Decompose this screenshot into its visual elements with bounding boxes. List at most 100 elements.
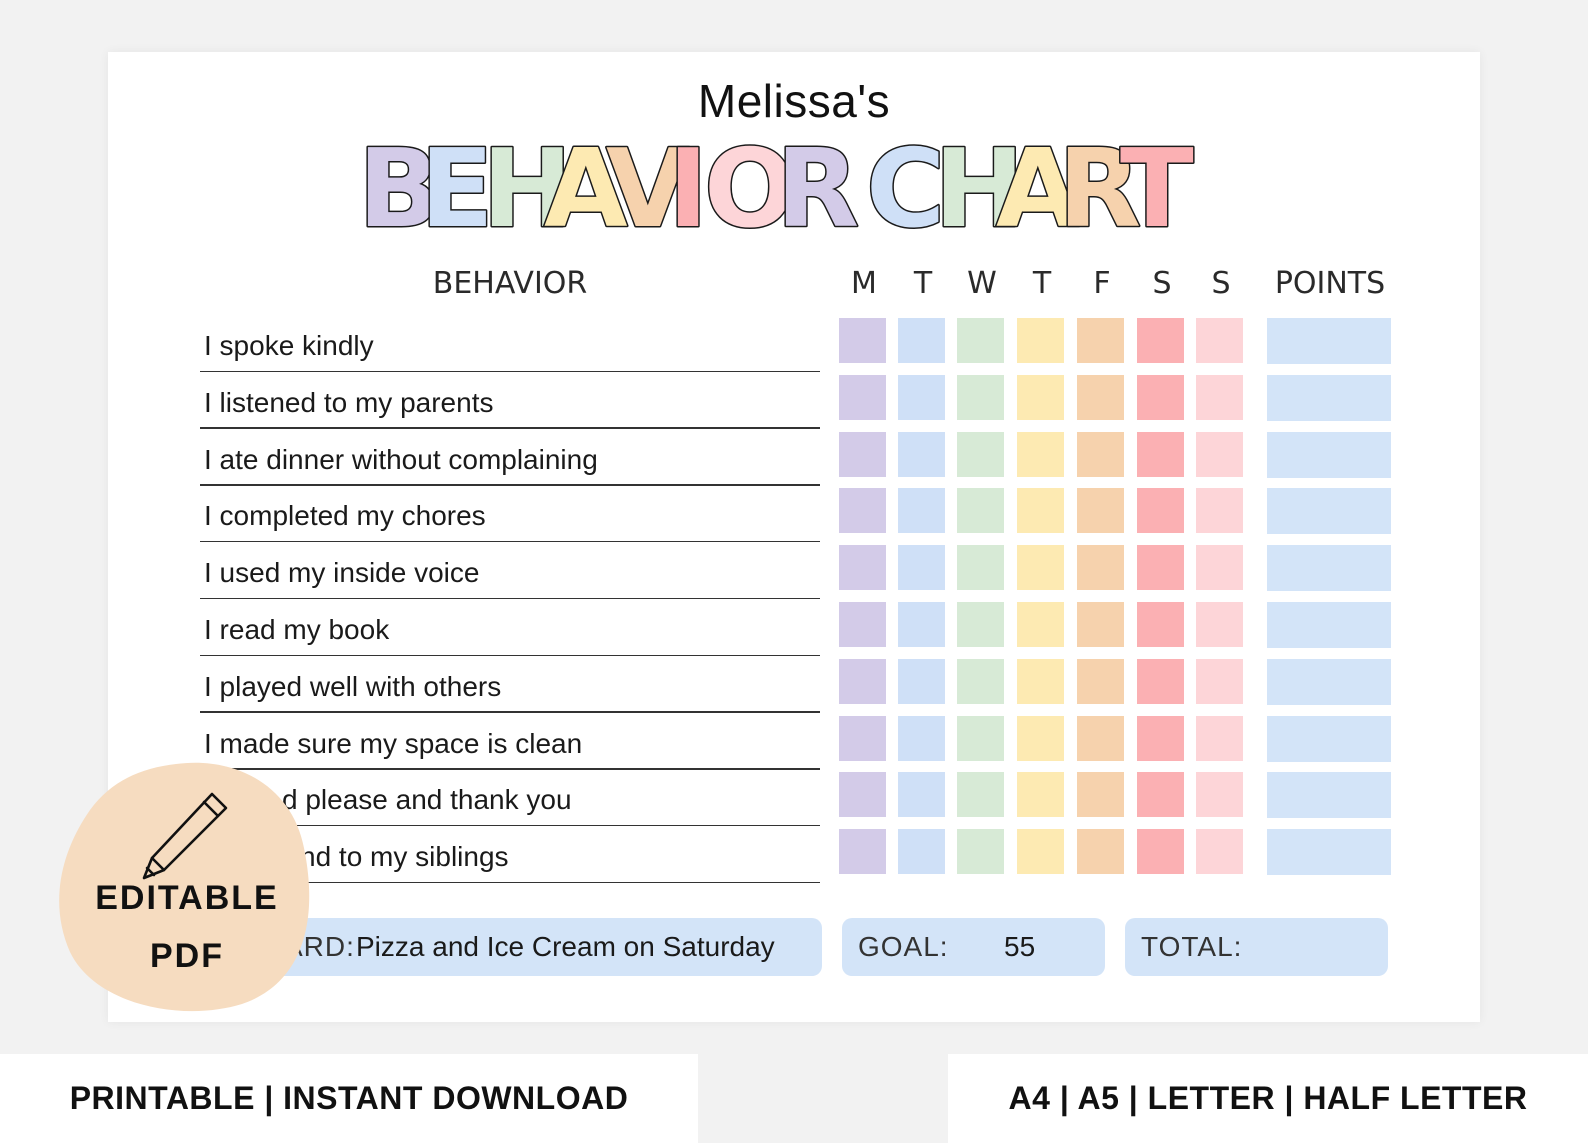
day-checkbox[interactable] (1077, 488, 1124, 534)
day-checkbox[interactable] (957, 318, 1004, 363)
behavior-row: I read my book (200, 600, 820, 656)
behavior-row: I completed my chores (200, 486, 820, 543)
day-checkbox[interactable] (839, 829, 886, 875)
day-checkbox[interactable] (957, 431, 1004, 477)
day-header: W (967, 266, 997, 301)
day-checkbox[interactable] (1137, 715, 1184, 761)
title-letter: T (1120, 128, 1194, 238)
day-checkbox[interactable] (1196, 488, 1243, 534)
day-checkbox[interactable] (1017, 488, 1064, 534)
day-checkbox[interactable] (1077, 829, 1124, 875)
points-cell[interactable] (1267, 602, 1391, 648)
day-checkbox[interactable] (839, 488, 886, 534)
day-checkbox[interactable] (957, 772, 1004, 818)
day-checkbox[interactable] (1196, 715, 1243, 761)
day-checkbox[interactable] (1137, 374, 1184, 420)
day-checkbox[interactable] (839, 772, 886, 818)
day-checkbox[interactable] (1137, 829, 1184, 875)
day-checkbox[interactable] (957, 545, 1004, 591)
pencil-icon (142, 792, 228, 880)
day-checkbox[interactable] (1137, 772, 1184, 818)
day-checkbox[interactable] (1017, 431, 1064, 477)
day-checkbox[interactable] (839, 545, 886, 591)
day-checkbox[interactable] (1077, 318, 1124, 363)
day-checkbox[interactable] (1137, 431, 1184, 477)
total-field[interactable]: TOTAL: (1125, 918, 1388, 976)
day-checkbox[interactable] (1137, 602, 1184, 647)
day-checkbox[interactable] (1077, 715, 1124, 761)
points-cell[interactable] (1267, 772, 1391, 819)
points-cell[interactable] (1267, 431, 1391, 478)
day-checkbox[interactable] (1196, 431, 1243, 477)
day-checkbox[interactable] (1196, 829, 1243, 875)
day-checkbox[interactable] (957, 602, 1004, 647)
day-checkbox[interactable] (898, 772, 945, 818)
day-checkbox[interactable] (1196, 318, 1243, 363)
behavior-row: nd to my siblings (200, 827, 820, 884)
goal-field[interactable]: GOAL: 55 (842, 918, 1105, 976)
day-header: S (1211, 266, 1231, 301)
day-checkbox[interactable] (839, 602, 886, 647)
behavior-row: d please and thank you (200, 770, 820, 827)
behavior-label: I listened to my parents (204, 386, 494, 418)
day-checkbox[interactable] (1137, 545, 1184, 591)
day-header: S (1152, 266, 1172, 301)
day-checkbox[interactable] (957, 488, 1004, 534)
title-letter: V (606, 128, 690, 238)
day-checkbox[interactable] (898, 602, 945, 647)
day-checkbox[interactable] (1017, 829, 1064, 875)
title-letter: A (996, 128, 1080, 238)
day-checkbox[interactable] (898, 545, 945, 591)
day-checkbox[interactable] (839, 431, 886, 477)
day-checkbox[interactable] (1196, 545, 1243, 591)
day-checkbox[interactable] (898, 318, 945, 363)
day-checkbox[interactable] (1017, 602, 1064, 647)
points-cell[interactable] (1267, 374, 1391, 421)
points-cell[interactable] (1267, 318, 1391, 364)
day-checkbox[interactable] (898, 488, 945, 534)
day-checkbox[interactable] (1196, 772, 1243, 818)
day-checkbox[interactable] (1077, 602, 1124, 647)
day-checkbox[interactable] (1077, 431, 1124, 477)
points-cell[interactable] (1267, 488, 1391, 535)
title-letter: O (704, 128, 796, 238)
day-checkbox[interactable] (1196, 374, 1243, 420)
day-checkbox[interactable] (1077, 374, 1124, 420)
day-checkbox[interactable] (957, 374, 1004, 420)
points-cell[interactable] (1267, 545, 1391, 592)
points-cell[interactable] (1267, 715, 1391, 762)
day-checkbox[interactable] (1017, 318, 1064, 363)
day-checkbox[interactable] (898, 431, 945, 477)
day-checkbox[interactable] (957, 658, 1004, 704)
day-checkbox[interactable] (898, 658, 945, 704)
day-checkbox[interactable] (1137, 318, 1184, 363)
points-cell[interactable] (1267, 829, 1391, 876)
day-checkbox[interactable] (1196, 658, 1243, 704)
day-checkbox[interactable] (1196, 602, 1243, 647)
day-checkbox[interactable] (1017, 545, 1064, 591)
day-checkbox[interactable] (1137, 658, 1184, 704)
day-checkbox[interactable] (1077, 658, 1124, 704)
points-cell[interactable] (1267, 658, 1391, 705)
day-checkbox[interactable] (898, 374, 945, 420)
day-checkbox[interactable] (1137, 488, 1184, 534)
day-checkbox[interactable] (839, 715, 886, 761)
day-header: M (851, 266, 877, 301)
day-header: F (1093, 266, 1111, 301)
day-checkbox[interactable] (839, 374, 886, 420)
behavior-row: I made sure my space is clean (200, 714, 820, 770)
day-checkbox[interactable] (1017, 658, 1064, 704)
day-checkbox[interactable] (839, 318, 886, 363)
day-checkbox[interactable] (1017, 772, 1064, 818)
day-checkbox[interactable] (1077, 772, 1124, 818)
day-checkbox[interactable] (898, 829, 945, 875)
day-checkbox[interactable] (957, 829, 1004, 875)
day-checkbox[interactable] (1077, 545, 1124, 591)
day-checkbox[interactable] (957, 715, 1004, 761)
points-column-header: POINTS (1274, 266, 1386, 301)
day-checkbox[interactable] (1017, 374, 1064, 420)
day-checkbox[interactable] (898, 715, 945, 761)
day-checkbox[interactable] (1017, 715, 1064, 761)
day-checkbox[interactable] (839, 658, 886, 704)
